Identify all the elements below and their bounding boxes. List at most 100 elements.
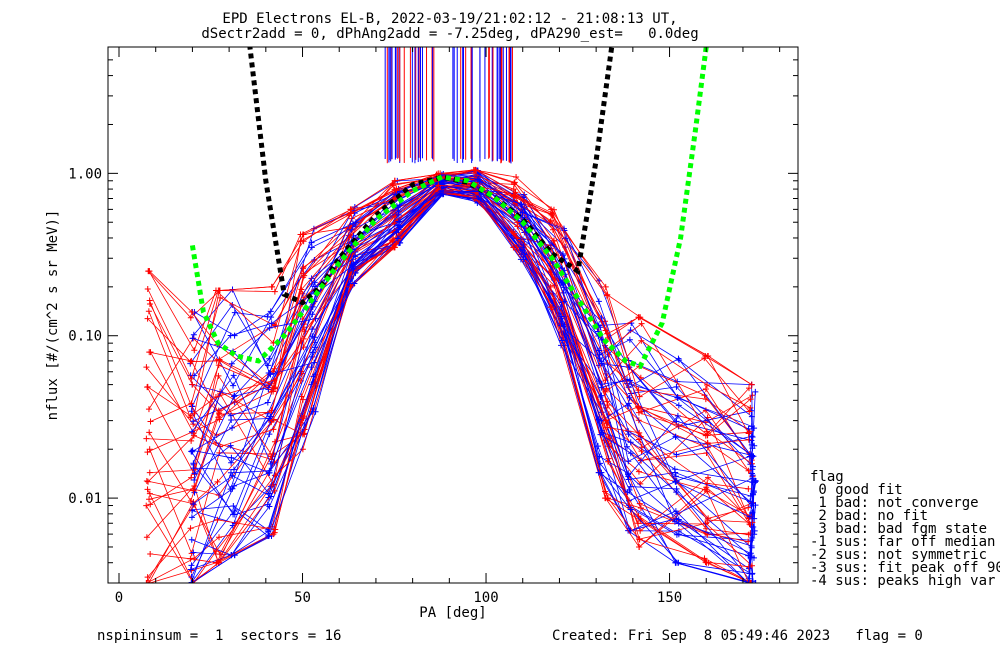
spectrum-point <box>146 446 153 453</box>
fit-curve-green <box>189 47 709 370</box>
spectrum-point <box>308 364 315 371</box>
spectrum-point <box>213 548 220 555</box>
spectrum-point <box>674 412 681 419</box>
spectrum-point <box>145 268 152 275</box>
spectrum-point <box>143 364 150 371</box>
spectrum-point <box>547 283 554 290</box>
spectrum-point <box>513 173 520 180</box>
spectrum-point <box>190 501 197 508</box>
spectrum-point <box>394 235 401 242</box>
spectrum-point <box>749 519 756 526</box>
y-tick-label: 0.01 <box>68 491 102 507</box>
spectrum-point <box>625 458 632 465</box>
spectrum-point <box>190 331 197 338</box>
spectrum-point <box>271 529 278 536</box>
spectrum-point <box>558 313 565 320</box>
spectrum-point <box>396 202 403 209</box>
spectrum-point <box>227 442 234 449</box>
spectrum-point <box>675 528 682 535</box>
spectrum-point <box>191 470 198 477</box>
spectrum-point <box>627 450 634 457</box>
spectrum-point <box>231 482 238 489</box>
spectrum-point <box>268 283 275 290</box>
spectrum-point <box>230 372 237 379</box>
spectrum-point <box>265 386 272 393</box>
spectra-group <box>143 47 759 583</box>
title-line-2: dSectr2add = 0, dPhAng2add = -7.25deg, d… <box>201 26 699 42</box>
legend: flag 0 good fit 1 bad: not converge 2 ba… <box>810 470 1000 588</box>
spectrum-point <box>635 409 642 416</box>
spectrum-point <box>230 466 237 473</box>
spectrum-point <box>594 443 601 450</box>
spectrum-point <box>749 463 756 470</box>
spectrum-point <box>271 288 278 295</box>
spectrum-point <box>598 384 605 391</box>
spectrum-point <box>511 230 518 237</box>
spectrum-point <box>145 580 152 583</box>
spectrum-point <box>750 554 757 561</box>
spectrum-point <box>144 486 151 493</box>
spectrum-point <box>231 552 238 559</box>
spectrum-point <box>299 231 306 238</box>
spectrum-point <box>271 487 278 494</box>
spectrum-point <box>144 286 151 293</box>
spectrum-point <box>635 468 642 475</box>
spectrum-point <box>558 337 565 344</box>
spectrum-point <box>602 495 609 502</box>
spectrum-point <box>745 485 752 492</box>
spectrum-point <box>187 555 194 562</box>
spectrum-point <box>215 362 222 369</box>
spectrum-point <box>476 178 483 185</box>
spectrum-point <box>438 171 445 178</box>
spectrum-line <box>147 169 752 385</box>
spectrum-point <box>626 377 633 384</box>
spectrum-point <box>745 580 752 583</box>
spectrum-point <box>512 192 519 199</box>
spectrum-point <box>300 274 307 281</box>
spectrum-point <box>215 372 222 379</box>
spectrum-point <box>704 488 711 495</box>
spectrum-point <box>271 472 278 479</box>
spectrum-point <box>390 182 397 189</box>
spectrum-point <box>391 177 398 184</box>
spectrum-point <box>227 469 234 476</box>
spectrum-point <box>272 322 279 329</box>
spectrum-point <box>635 436 642 443</box>
spectrum-point <box>749 392 756 399</box>
spectrum-point <box>638 320 645 327</box>
spectrum-point <box>188 562 195 569</box>
spectrum-point <box>747 404 754 411</box>
spectrum-point <box>548 304 555 311</box>
spectrum-point <box>637 504 644 511</box>
spectrum-point <box>214 516 221 523</box>
spectrum-point <box>230 393 237 400</box>
spectrum-point <box>752 580 759 583</box>
spectrum-point <box>636 543 643 550</box>
spectrum-point <box>602 347 609 354</box>
spectrum-point <box>702 396 709 403</box>
spectrum-point <box>702 559 709 566</box>
spectrum-point <box>395 212 402 219</box>
spectrum-point <box>188 567 195 574</box>
spectrum-point <box>231 309 238 316</box>
spectrum-point <box>309 349 316 356</box>
spectrum-line <box>147 169 753 385</box>
spectrum-point <box>297 419 304 426</box>
spectrum-point <box>301 328 308 335</box>
x-tick-label: 150 <box>657 590 682 606</box>
spectrum-line <box>150 177 751 432</box>
spectrum-point <box>604 398 611 405</box>
spectrum-point <box>748 470 755 477</box>
spectrum-point <box>188 308 195 315</box>
spectrum-point <box>548 206 555 213</box>
spectrum-point <box>745 563 752 570</box>
spectrum-point <box>393 240 400 247</box>
spectrum-point <box>312 408 319 415</box>
spectrum-point <box>752 580 759 583</box>
x-tick-label: 100 <box>473 590 498 606</box>
spectrum-point <box>146 429 153 436</box>
spectrum-point <box>190 460 197 467</box>
spectrum-line <box>146 180 749 518</box>
spectrum-point <box>214 478 221 485</box>
